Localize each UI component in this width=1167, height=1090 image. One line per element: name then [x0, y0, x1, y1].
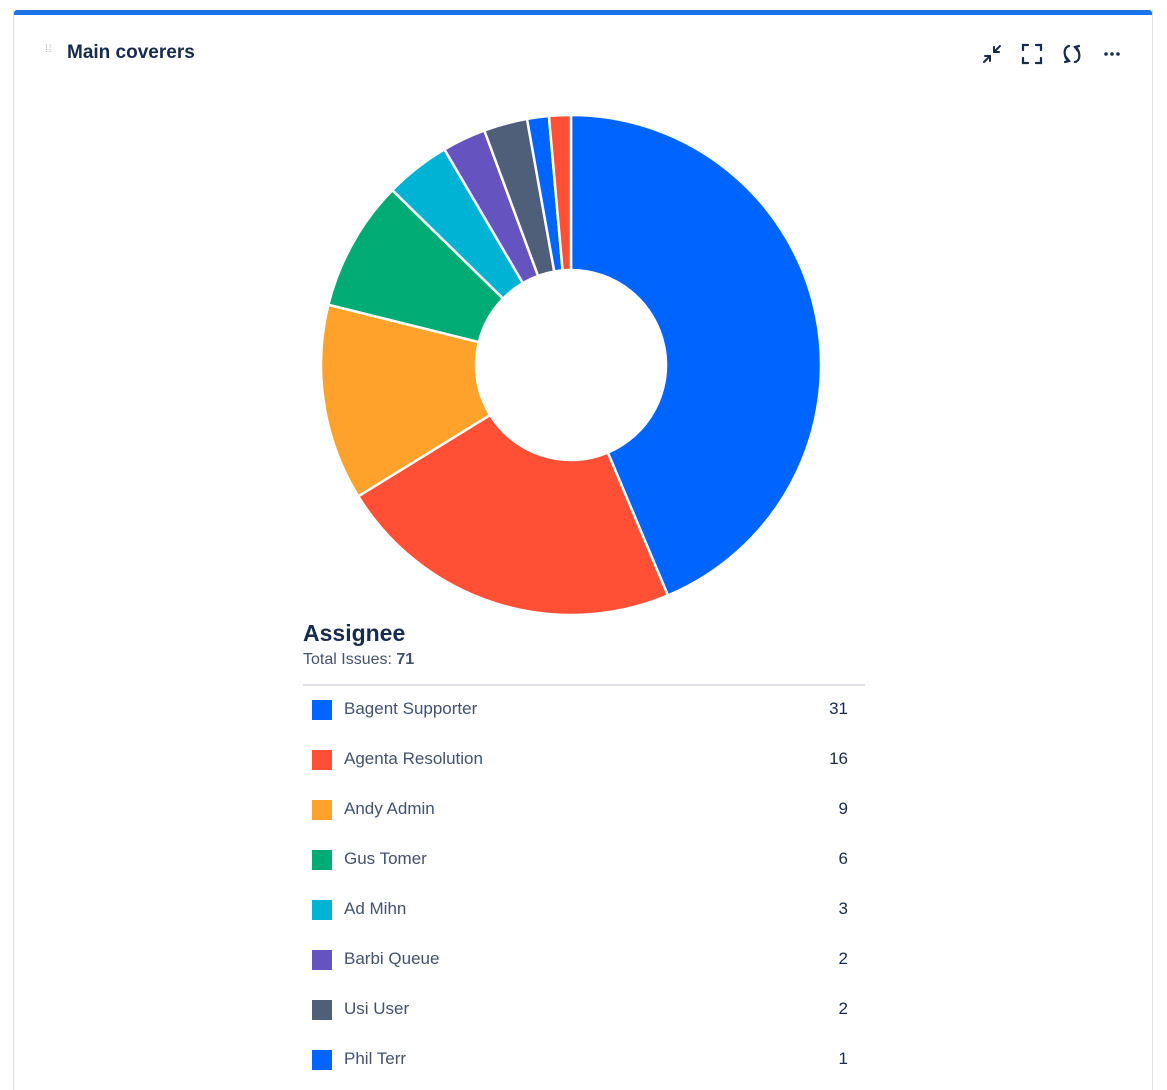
legend-count: 6 — [838, 849, 848, 868]
legend-count: 2 — [838, 999, 848, 1018]
refresh-icon[interactable] — [1060, 42, 1084, 66]
legend-title: Assignee — [303, 620, 406, 646]
legend-swatch — [312, 900, 332, 920]
gadget-panel: ⁞⁞ Main coverers — [13, 10, 1153, 1090]
minimize-icon[interactable] — [980, 42, 1004, 66]
legend-label: Usi User — [344, 999, 410, 1018]
legend-label: Phil Terr — [344, 1049, 407, 1068]
legend-item[interactable]: Usi User 2 — [303, 985, 865, 1035]
more-icon[interactable] — [1100, 42, 1124, 66]
gadget-header: ⁞⁞ Main coverers — [14, 38, 1152, 72]
legend-swatch — [312, 950, 332, 970]
donut-slice-3[interactable] — [319, 303, 492, 499]
gadget-title: Main coverers — [67, 42, 195, 63]
legend-label: Agenta Resolution — [344, 749, 483, 768]
legend-label: Andy Admin — [344, 799, 435, 818]
legend-item[interactable]: Andy Admin 9 — [303, 785, 865, 835]
legend-count: 3 — [838, 899, 848, 918]
legend-total: Total Issues: 71 — [303, 651, 414, 669]
legend-item[interactable]: Gus Tomer 6 — [303, 835, 865, 885]
legend-label: Barbi Queue — [344, 949, 440, 968]
legend-item[interactable]: Ad Mihn 3 — [303, 885, 865, 935]
total-label: Total Issues: — [303, 651, 392, 668]
donut-slice-2[interactable] — [356, 413, 670, 617]
legend-item[interactable]: Barbi Queue 2 — [303, 935, 865, 985]
gadget-accent-bar — [14, 10, 1152, 15]
drag-handle-icon[interactable]: ⁞⁞ — [45, 44, 53, 55]
legend-swatch — [312, 850, 332, 870]
legend-count: 1 — [838, 1049, 848, 1068]
legend-list: Bagent Supporter 31 Agenta Resolution 16 And… — [303, 685, 865, 1085]
legend-swatch — [312, 800, 332, 820]
legend-divider — [303, 684, 865, 686]
donut-slice-1[interactable] — [569, 113, 823, 598]
gadget-toolbar — [980, 42, 1124, 66]
legend-count: 31 — [829, 699, 848, 718]
legend-label: Bagent Supporter — [344, 699, 478, 718]
legend-swatch — [312, 750, 332, 770]
legend-item[interactable]: Phil Terr 1 — [303, 1035, 865, 1085]
legend-count: 2 — [838, 949, 848, 968]
donut-chart — [319, 113, 823, 617]
legend-swatch — [312, 1050, 332, 1070]
legend-item[interactable]: Bagent Supporter 31 — [303, 685, 865, 735]
legend-item[interactable]: Agenta Resolution 16 — [303, 735, 865, 785]
legend-label: Ad Mihn — [344, 899, 407, 918]
total-value: 71 — [396, 651, 415, 668]
donut-slice-9[interactable] — [547, 113, 573, 272]
legend-swatch — [312, 700, 332, 720]
fullscreen-icon[interactable] — [1020, 42, 1044, 66]
legend-swatch — [312, 1000, 332, 1020]
legend-count: 16 — [829, 749, 848, 768]
legend-label: Gus Tomer — [344, 849, 427, 868]
legend-count: 9 — [838, 799, 848, 818]
